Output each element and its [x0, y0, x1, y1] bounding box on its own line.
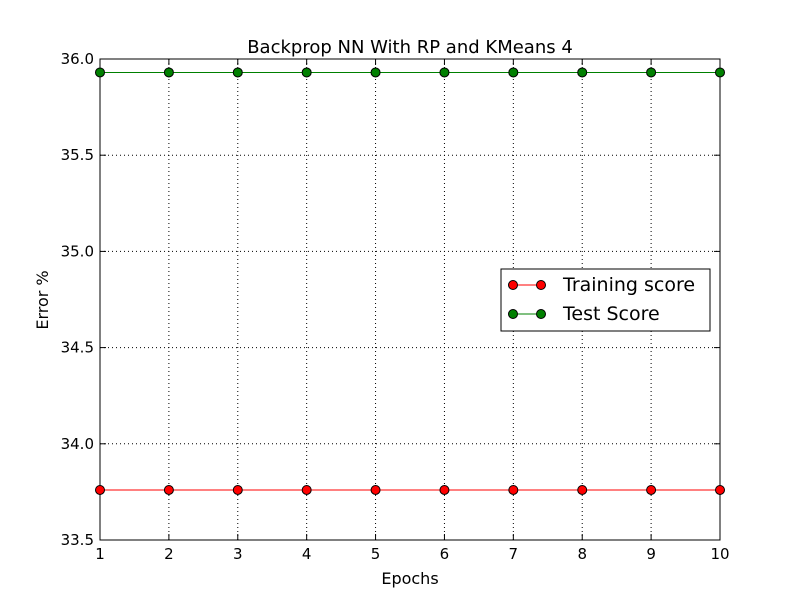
legend-marker-test-score-left [508, 309, 518, 319]
x-axis-label: Epochs [381, 569, 438, 588]
series-point [508, 484, 519, 495]
x-tick-label: 2 [164, 545, 174, 563]
series-point [370, 67, 381, 78]
series-layer [95, 67, 725, 495]
series-point [439, 484, 450, 495]
series-point [439, 67, 450, 78]
x-tick-label: 4 [302, 545, 312, 563]
series-point [370, 484, 381, 495]
series-point [715, 484, 725, 495]
series-point [301, 67, 312, 78]
legend-marker-test-score-right [536, 309, 546, 319]
chart-title: Backprop NN With RP and KMeans 4 [247, 37, 573, 58]
series-point [646, 67, 657, 78]
y-tick-label: 36.0 [61, 50, 94, 68]
x-tick-label: 10 [710, 545, 729, 563]
y-tick-label: 35.5 [61, 146, 94, 164]
x-tick-label: 9 [646, 545, 656, 563]
series-point [577, 484, 588, 495]
y-tick-label: 35.0 [61, 242, 94, 260]
series-point [577, 67, 588, 78]
legend: Training score Test Score [500, 268, 711, 332]
axis-tick-labels: 1 2 3 4 5 6 7 8 9 10 33.5 34.0 34.5 35.0 35.5 36.0 [61, 50, 730, 563]
y-axis-label: Error % [33, 270, 52, 329]
series-point [163, 67, 174, 78]
legend-box [500, 268, 711, 332]
plot-area [99, 58, 721, 541]
x-tick-label: 8 [577, 545, 587, 563]
legend-label-test-score: Test Score [562, 303, 660, 325]
series-group [95, 67, 725, 78]
series-group [95, 484, 725, 495]
series-point [232, 67, 243, 78]
series-point [163, 484, 174, 495]
axis-ticks [99, 58, 721, 541]
series-point [715, 67, 725, 78]
legend-marker-training-score-left [508, 280, 518, 290]
series-point [95, 484, 105, 495]
y-tick-label: 34.5 [61, 339, 94, 357]
y-tick-label: 33.5 [61, 531, 94, 549]
x-tick-label: 3 [233, 545, 243, 563]
series-point [646, 484, 657, 495]
x-tick-label: 6 [440, 545, 450, 563]
series-point [232, 484, 243, 495]
series-point [301, 484, 312, 495]
x-tick-label: 7 [509, 545, 519, 563]
y-tick-label: 34.0 [61, 435, 94, 453]
x-tick-label: 1 [95, 545, 105, 563]
series-point [508, 67, 519, 78]
x-tick-label: 5 [371, 545, 381, 563]
legend-marker-training-score-right [536, 280, 546, 290]
series-point [95, 67, 105, 78]
legend-label-training-score: Training score [562, 274, 695, 296]
